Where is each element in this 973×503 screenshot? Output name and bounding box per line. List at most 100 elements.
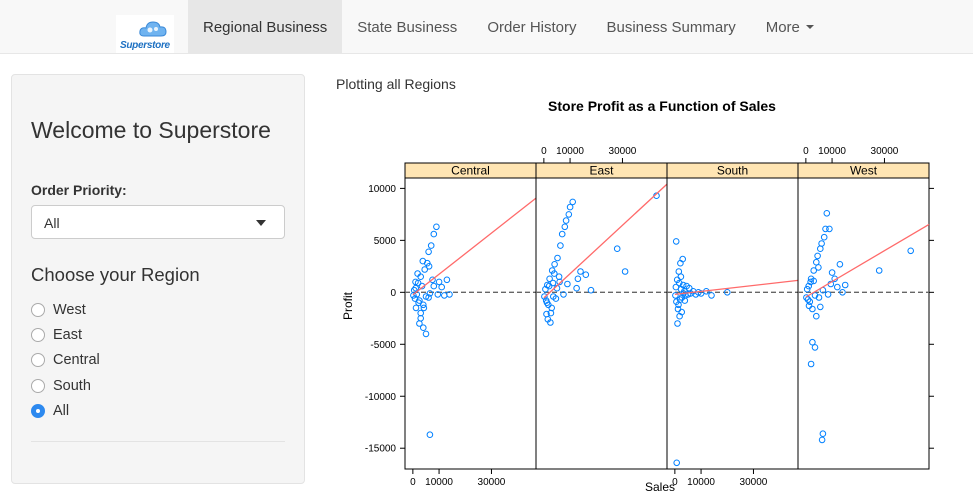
data-point [426,290,434,297]
radio-region-central[interactable]: Central [31,352,100,368]
data-point [805,282,813,290]
data-point [412,284,419,292]
data-point [815,264,822,271]
panel-label: West [850,164,878,178]
data-point [823,210,831,217]
data-point [556,278,563,286]
data-point [562,217,570,224]
tab-label: Business Summary [606,18,736,36]
data-point [425,248,432,256]
x-tick-label: 0 [803,146,809,157]
tab-business-summary[interactable]: Business Summary [592,0,751,54]
data-point [435,278,443,286]
sidebar-divider [31,441,285,442]
data-point [573,284,580,292]
data-point [561,223,569,231]
brand-name: Superstore [120,40,170,51]
data-point [564,280,571,288]
data-point [818,240,825,247]
x-tick-label: 30000 [478,477,506,488]
data-point [826,225,833,233]
data-point [545,282,553,290]
x-tick-label: 30000 [871,146,899,157]
data-point [434,291,442,298]
data-point [817,245,824,252]
data-point [558,230,566,238]
data-point [415,299,422,306]
data-point [820,233,828,241]
data-point [804,296,812,303]
data-point [430,230,438,238]
data-point [811,344,819,351]
tab-order-history[interactable]: Order History [472,0,591,54]
radio-region-west[interactable]: West [31,302,86,318]
tab-label: Regional Business [203,18,328,36]
brand-logo[interactable]: Superstore [116,15,174,53]
data-point [672,292,679,299]
data-point [426,431,434,439]
data-point [813,312,820,320]
y-tick-label: 10000 [368,184,396,195]
tab-more[interactable]: More [751,0,829,54]
data-point [414,270,421,277]
x-axis-label: Sales [645,480,675,494]
order-priority-value: All [44,215,60,231]
data-point [547,319,554,326]
tab-regional-business[interactable]: Regional Business [188,0,343,54]
plot-status-text: Plotting all Regions [336,76,456,92]
order-priority-select[interactable]: All [31,205,285,239]
data-point [672,238,680,245]
data-point [425,263,433,270]
data-point [817,303,824,311]
radio-button[interactable] [31,328,45,342]
data-point [907,247,915,255]
navbar: Superstore Regional Business State Busin… [0,0,973,54]
data-point [673,459,681,467]
radio-button-selected[interactable] [31,404,45,418]
regression-line [412,197,537,296]
x-tick-label: 30000 [609,146,637,157]
data-point [551,270,558,277]
tab-label: More [765,18,800,36]
data-point [554,254,561,262]
radio-button[interactable] [31,379,45,393]
data-point [814,252,821,260]
caret-down-icon [805,25,814,29]
tab-state-business[interactable]: State Business [342,0,472,54]
data-point [841,281,849,289]
data-point [566,203,574,211]
regression-line [543,183,668,299]
y-tick-label: 0 [390,288,396,299]
data-point [810,277,818,285]
data-point [429,276,436,284]
data-point [828,269,836,276]
data-point [441,292,448,299]
radio-button[interactable] [31,303,45,317]
data-point [678,308,686,316]
data-point [427,242,435,249]
data-point [417,309,424,317]
chart-title: Store Profit as a Function of Sales [548,98,776,114]
panel-label: Central [451,164,490,178]
data-point [613,245,621,252]
y-tick-label: 5000 [374,236,397,247]
data-point [676,279,683,287]
data-point [805,302,813,310]
data-point [807,278,814,286]
data-point [822,225,829,233]
data-point [679,281,687,289]
data-point [677,273,685,280]
data-point [582,271,590,278]
regression-line [674,279,799,296]
data-point [834,283,841,291]
radio-region-south[interactable]: South [31,378,91,394]
data-point [557,242,564,249]
radio-region-all[interactable]: All [31,403,69,419]
radio-label: All [53,403,70,419]
panel-label: East [589,164,614,178]
radio-region-east[interactable]: East [31,327,82,343]
radio-button[interactable] [31,353,45,367]
data-point [420,304,428,312]
data-point [815,294,823,301]
data-point [807,360,815,368]
